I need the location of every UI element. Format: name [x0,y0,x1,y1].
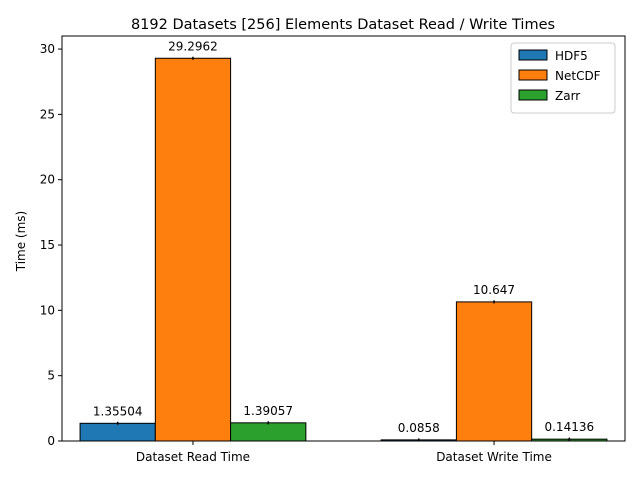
legend: HDF5 NetCDF Zarr [510,42,616,114]
x-tick-label: Dataset Write Time [436,450,552,464]
bar [230,422,307,442]
data-label: 1.35504 [93,404,143,418]
data-label: 0.14136 [544,420,594,434]
y-tick-label: 30 [40,42,55,56]
bar [154,57,232,442]
plot-area: 0 5 10 15 20 25 30 Dataset Read Time 1.35504 29.2… [40,39,608,464]
bar [455,301,533,442]
y-tick-label: 5 [47,369,55,383]
chart-title: 8192 Datasets [256] Elements Dataset Rea… [131,17,555,33]
y-tick-label: 0 [47,434,55,448]
y-tick-label: 15 [40,238,55,252]
bar [79,422,156,442]
data-label: 29.2962 [168,39,218,53]
legend-swatch [518,49,548,61]
y-tick-label: 25 [40,107,55,121]
legend-label: Zarr [555,89,580,103]
y-tick-label: 10 [40,303,55,317]
data-label: 0.0858 [398,421,440,435]
legend-swatch [518,89,548,101]
legend-label: HDF5 [555,49,588,63]
data-label: 1.39057 [243,404,293,418]
y-axis-label: Time (ms) [14,211,28,273]
data-label: 10.647 [473,283,515,297]
legend-label: NetCDF [555,69,601,83]
legend-swatch [518,69,548,81]
x-tick-label: Dataset Read Time [136,450,250,464]
axes-frame [61,35,626,442]
y-tick-label: 20 [40,173,55,187]
